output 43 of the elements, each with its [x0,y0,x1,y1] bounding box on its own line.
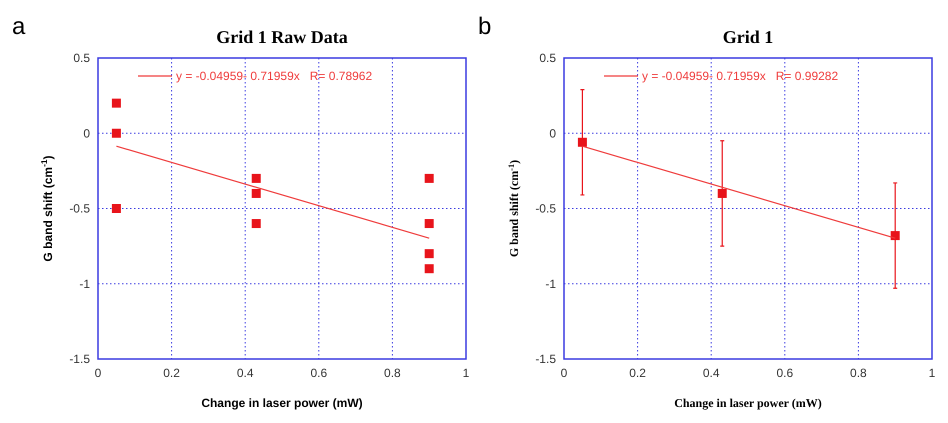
y-tick-label: 0.5 [73,51,90,65]
point [112,128,121,138]
point [578,138,587,147]
point [890,231,900,240]
legend-label: y = -0.04959- 0.71959x R= 0.99282 [642,69,838,83]
point [252,174,261,183]
y-tick-label: 0.5 [539,51,556,65]
y-tick-label: -1 [79,276,90,291]
y-tick-label: -1 [545,276,556,291]
x-tick-label: 0.4 [236,366,254,380]
point [252,188,261,198]
y-tick-label: -0.5 [535,202,556,216]
y-tick-label: -1.5 [535,352,556,366]
point [252,219,261,228]
x-axis-title: Change in laser power (mW) [674,396,822,410]
y-tick-label: 0 [549,126,556,140]
point [718,188,727,198]
x-axis-title: Change in laser power (mW) [201,396,363,410]
point [112,204,121,213]
point [424,264,434,274]
text: b [478,13,492,40]
point [424,174,434,183]
x-tick-label: 0.2 [629,366,646,380]
chart-title: Grid 1 [722,27,774,47]
x-tick-label: 1 [928,366,936,380]
x-tick-label: 0.6 [310,366,328,380]
y-tick-label: 0 [83,126,90,140]
point [112,98,121,108]
x-tick-label: 0.6 [776,366,794,380]
text: a [12,13,26,40]
y-tick-label: -0.5 [69,202,90,216]
y-tick-label: -1.5 [69,352,90,366]
x-tick-label: 1 [462,366,470,380]
x-tick-label: 0 [560,366,568,380]
chart-title: Grid 1 Raw Data [216,27,348,47]
x-tick-label: 0 [94,366,102,380]
x-tick-label: 0.8 [850,366,868,380]
x-tick-label: 0.4 [702,366,720,380]
point [424,219,434,228]
x-tick-label: 0.2 [163,366,180,380]
legend-label: y = -0.04959- 0.71959x R= 0.78962 [176,69,372,83]
point [424,249,434,258]
x-tick-label: 0.8 [384,366,402,380]
